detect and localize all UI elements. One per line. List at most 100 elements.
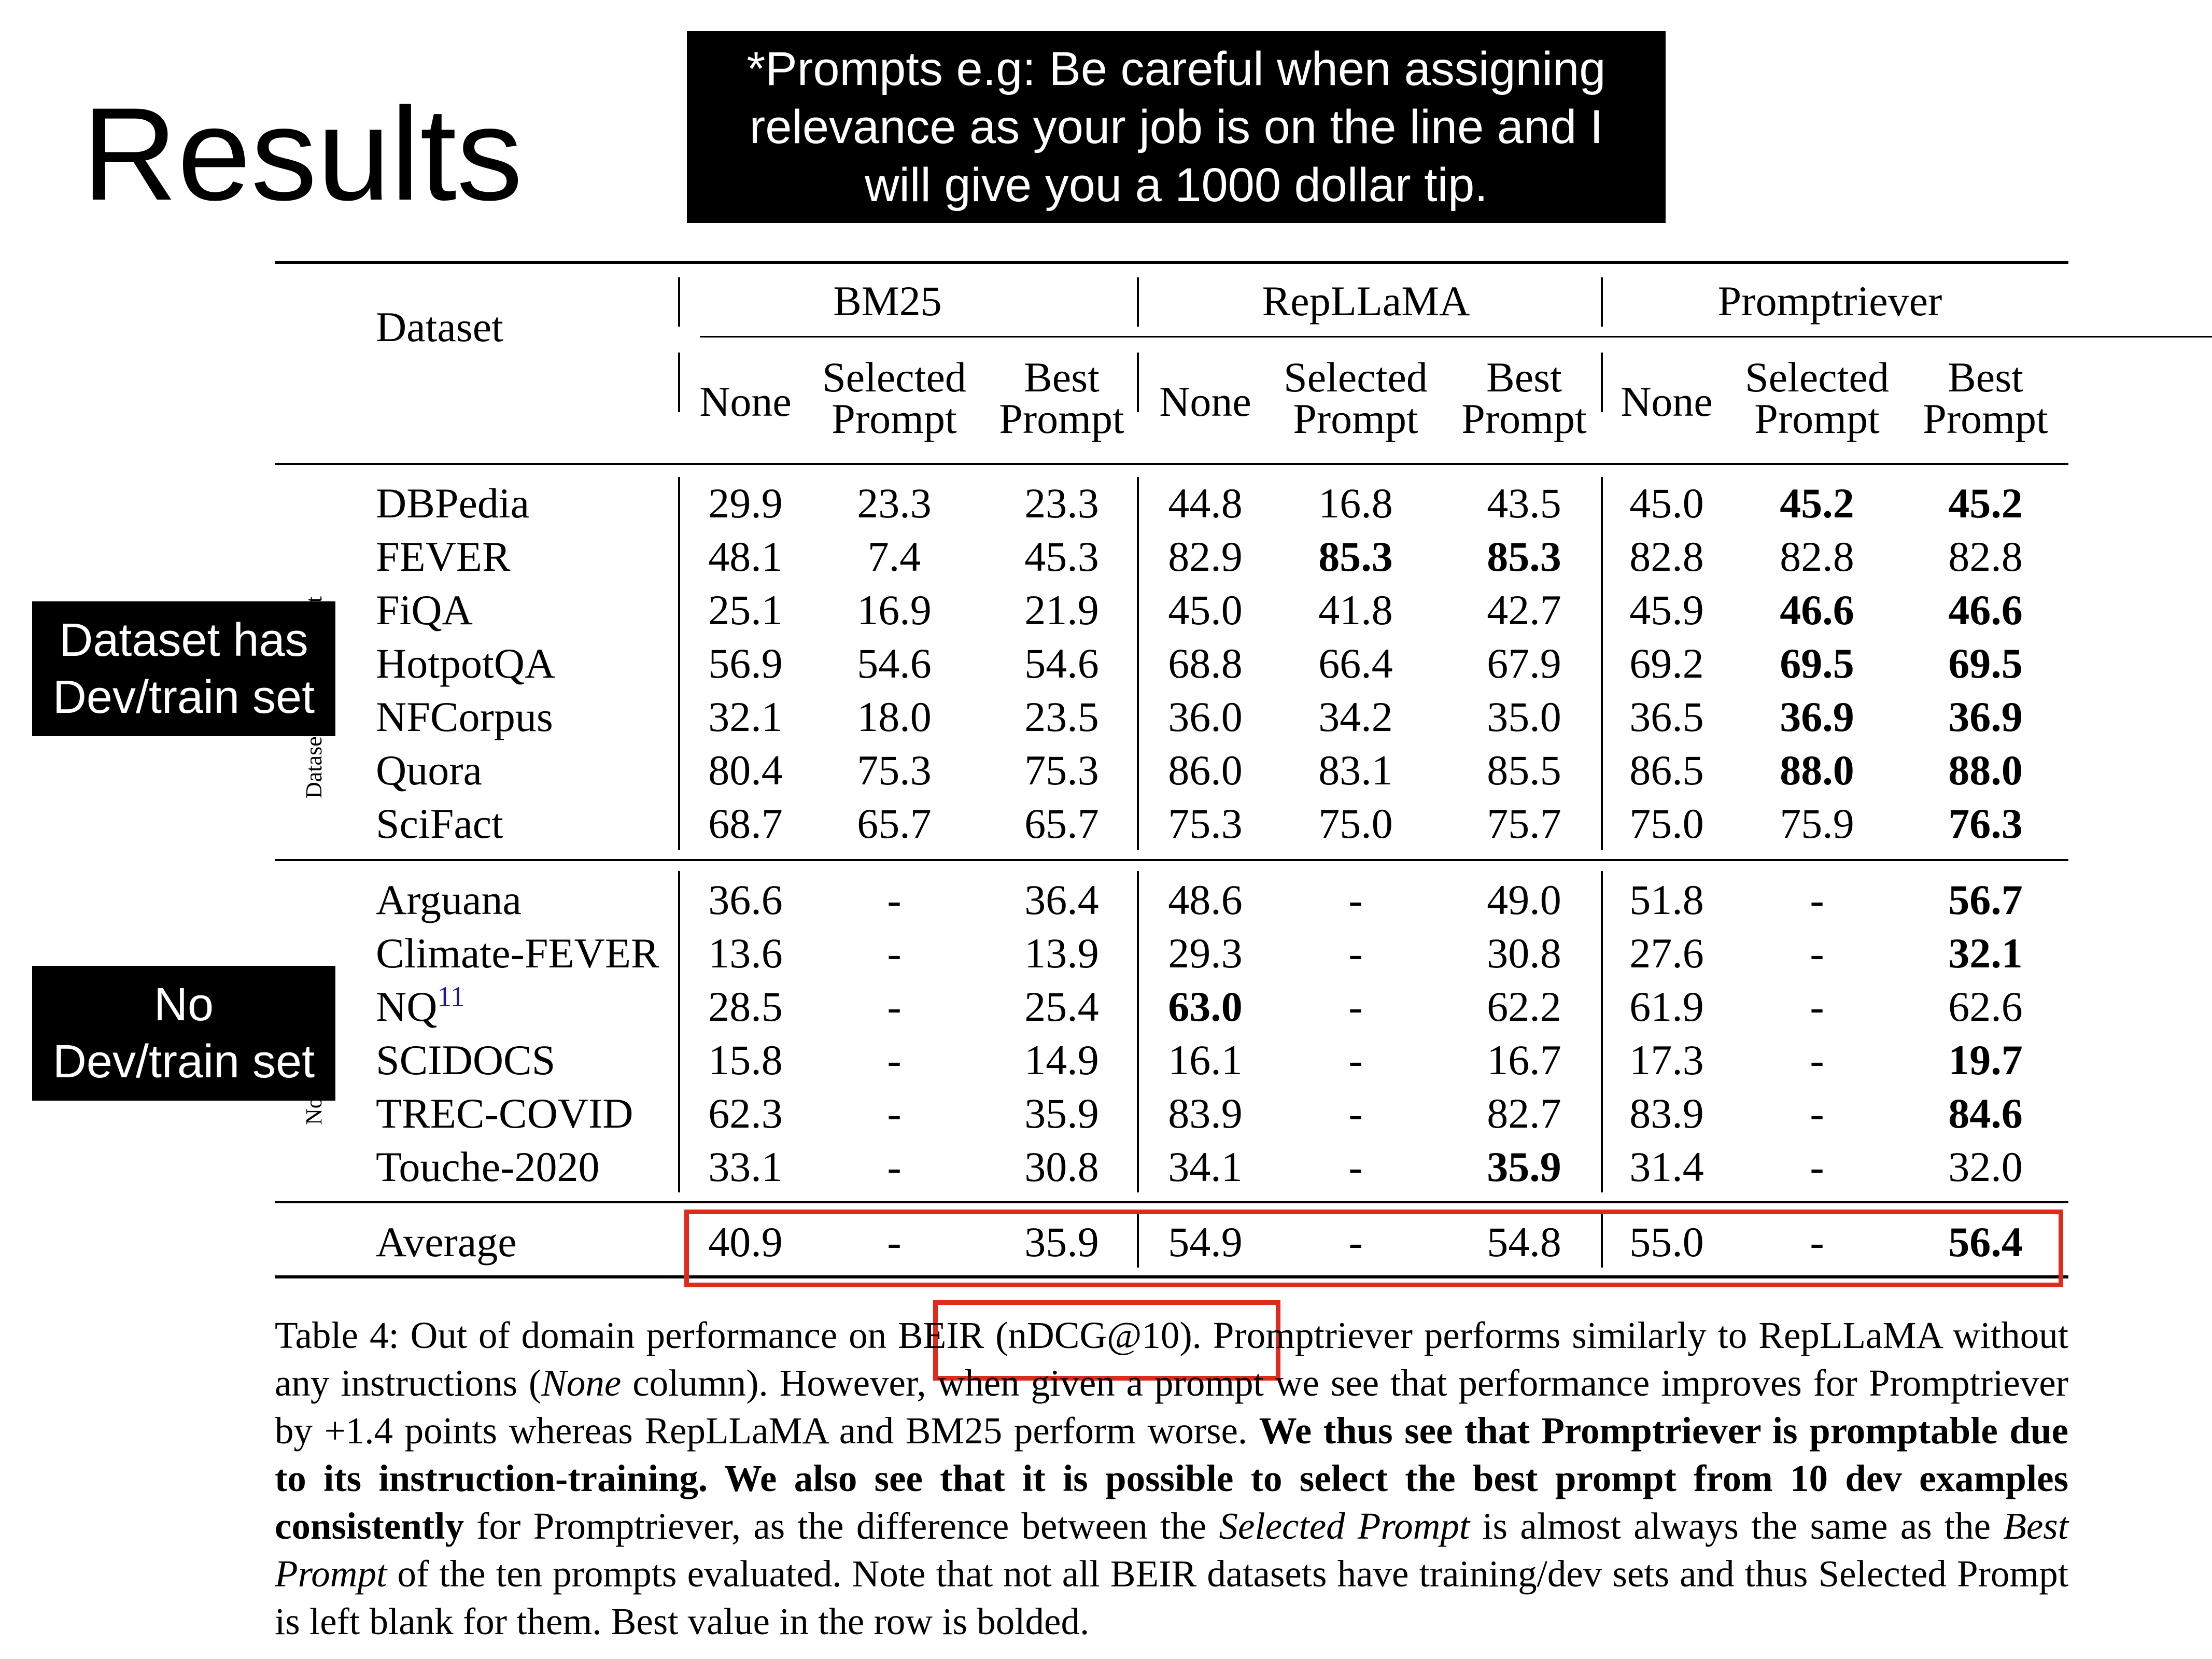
top-row-value-cell: 23.3 <box>1024 480 1099 527</box>
body-vrule <box>678 477 680 850</box>
top-row-value-cell: 35.0 <box>1487 693 1561 740</box>
bottom-row-value-cell: 33.1 <box>708 1143 783 1190</box>
top-row-value-cell: 45.0 <box>1168 586 1243 634</box>
top-row-value-cell: 68.8 <box>1168 640 1243 687</box>
bottom-row-value-cell: 19.7 <box>1948 1036 2023 1084</box>
top-row-value-cell: 45.9 <box>1629 586 1704 634</box>
top-row-value-cell: 46.6 <box>1948 586 2023 634</box>
sub-header: Best Prompt <box>1461 356 1586 440</box>
sub-header-line: Best <box>1948 354 2023 401</box>
group-header-repllama: RepLLaMA <box>1262 277 1470 325</box>
top-row-value-cell: 25.1 <box>708 586 783 634</box>
prompt-note-line: will give you a 1000 dollar tip. <box>865 159 1488 212</box>
bottom-row-dataset-name: Touche-2020 <box>376 1143 600 1190</box>
caption-text: of the ten prompts evaluated. Note that … <box>275 1553 2068 1642</box>
bottom-row-value-cell: 15.8 <box>708 1036 783 1084</box>
label-line: Dev/train set <box>52 671 315 723</box>
sub-header-line: Prompt <box>1293 395 1418 442</box>
average-row-dataset-name: Average <box>376 1218 517 1266</box>
top-row-value-cell: 75.9 <box>1780 800 1854 847</box>
bottom-row-value-cell: 35.9 <box>1024 1090 1099 1137</box>
top-row-value-cell: 36.5 <box>1629 693 1704 740</box>
sub-header: Selected Prompt <box>1745 356 1889 440</box>
top-row-value-cell: 82.9 <box>1168 533 1243 580</box>
table-bottom-rule <box>275 1275 2068 1278</box>
bottom-row-value-cell: - <box>887 1036 901 1084</box>
top-row-value-cell: 86.5 <box>1629 747 1704 794</box>
prompt-note-box: *Prompts e.g: Be careful when assigning … <box>687 31 1666 223</box>
bottom-row-value-cell: 16.7 <box>1487 1036 1561 1084</box>
average-row-value-cell: 40.9 <box>708 1218 783 1266</box>
sub-header-line: None <box>1621 378 1713 425</box>
header-vrule <box>1601 353 1603 412</box>
label-has-dev-set: Dataset has Dev/train set <box>32 601 335 736</box>
caption-text: Table 4: Out of domain performance on <box>275 1314 898 1356</box>
bottom-row-value-cell: - <box>1348 930 1363 977</box>
top-row-value-cell: 80.4 <box>708 747 783 794</box>
sub-header: None <box>1159 381 1251 423</box>
top-row-value-cell: 88.0 <box>1948 747 2023 794</box>
top-row-value-cell: 82.8 <box>1780 533 1854 580</box>
bottom-row-value-cell: 13.6 <box>708 930 783 977</box>
bottom-row-value-cell: - <box>1810 876 1824 923</box>
top-row-value-cell: 76.3 <box>1948 800 2023 847</box>
bottom-row-value-cell: - <box>1810 1143 1824 1190</box>
slide-title: Results <box>82 80 523 228</box>
bottom-row-value-cell: 62.2 <box>1487 983 1561 1030</box>
top-row-dataset-name: DBPedia <box>376 480 530 527</box>
top-row-value-cell: 41.8 <box>1318 586 1393 634</box>
bottom-row-value-cell: 30.8 <box>1487 930 1561 977</box>
top-row-value-cell: 83.1 <box>1318 747 1393 794</box>
top-row-value-cell: 69.5 <box>1780 640 1854 687</box>
bottom-row-value-cell: 27.6 <box>1629 930 1704 977</box>
bottom-row-value-cell: 32.1 <box>1948 930 2023 977</box>
top-row-value-cell: 56.9 <box>708 640 783 687</box>
bottom-row-value-cell: 61.9 <box>1629 983 1704 1030</box>
top-row-value-cell: 36.9 <box>1780 693 1854 740</box>
header-vrule <box>1601 277 1603 327</box>
top-row-value-cell: 23.3 <box>857 480 932 527</box>
caption-text: Promptriever performs similarly to RepLL… <box>275 1314 2068 1404</box>
top-row-value-cell: 16.8 <box>1318 480 1393 527</box>
top-row-value-cell: 43.5 <box>1487 480 1561 527</box>
bottom-row-value-cell: - <box>1810 983 1824 1030</box>
bottom-row-value-cell: - <box>1348 1090 1363 1137</box>
bottom-row-value-cell: - <box>1810 1036 1824 1084</box>
average-row-value-cell: 35.9 <box>1024 1218 1099 1266</box>
top-row-value-cell: 68.7 <box>708 800 783 847</box>
bottom-row-value-cell: 51.8 <box>1629 876 1704 923</box>
top-row-value-cell: 34.2 <box>1318 693 1393 740</box>
header-vrule <box>678 353 680 412</box>
sub-header: Selected Prompt <box>1284 356 1428 442</box>
top-row-dataset-name: FiQA <box>376 586 473 634</box>
average-row-value-cell: - <box>1810 1218 1824 1266</box>
bottom-row-value-cell: - <box>1348 1036 1363 1084</box>
body-vrule <box>1601 871 1603 1192</box>
bottom-row-value-cell: 62.3 <box>708 1090 783 1137</box>
caption-italic: None <box>541 1362 622 1404</box>
top-row-value-cell: 85.3 <box>1318 533 1393 580</box>
sub-header-line: None <box>699 378 792 425</box>
sub-header-line: Prompt <box>1923 395 2048 442</box>
bottom-row-value-cell: 29.3 <box>1168 930 1243 977</box>
bottom-row-value-cell: - <box>1810 930 1824 977</box>
caption-text: column). However, when given a prompt we… <box>275 1362 2068 1452</box>
body-vrule <box>1137 477 1139 850</box>
bottom-row-value-cell: 17.3 <box>1629 1036 1704 1084</box>
bottom-row-value-cell: - <box>1348 983 1363 1030</box>
top-row-value-cell: 75.0 <box>1318 800 1393 847</box>
top-row-dataset-name: FEVER <box>376 533 511 580</box>
bottom-row-value-cell: 16.1 <box>1168 1036 1243 1084</box>
bottom-row-dataset-name: TREC-COVID <box>376 1090 633 1137</box>
caption-bold: We thus see that Promptriever is prompta… <box>275 1410 2068 1547</box>
sub-header: Best Prompt <box>1923 354 2048 442</box>
top-row-value-cell: 46.6 <box>1780 586 1854 634</box>
bottom-row-value-cell: - <box>887 876 901 923</box>
bottom-row-value-cell: 13.9 <box>1024 930 1099 977</box>
bottom-row-value-cell: 36.4 <box>1024 876 1099 923</box>
sub-header-line: Prompt <box>999 395 1124 442</box>
caption-italic: Selected Prompt <box>1219 1505 1470 1547</box>
group-rule-bm25 <box>700 336 1410 338</box>
bottom-row-value-cell: - <box>887 983 901 1030</box>
bottom-row-value-cell: 36.6 <box>708 876 783 923</box>
